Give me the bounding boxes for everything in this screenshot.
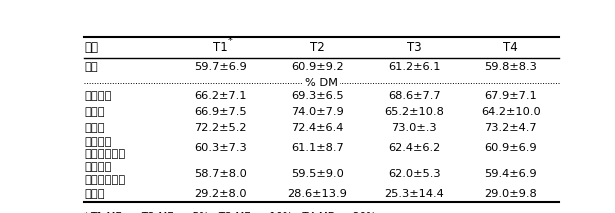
- Text: 61.1±8.7: 61.1±8.7: [291, 143, 344, 153]
- Text: 59.4±6.9: 59.4±6.9: [485, 168, 537, 178]
- Text: 73.0±.3: 73.0±.3: [391, 123, 437, 133]
- Text: 73.2±4.7: 73.2±4.7: [485, 123, 537, 133]
- Text: 중성세재
불융성섬유소: 중성세재 불융성섬유소: [84, 137, 125, 159]
- Text: *: *: [84, 212, 89, 213]
- Text: T1: T1: [213, 41, 228, 54]
- Text: 64.2±10.0: 64.2±10.0: [481, 107, 541, 117]
- Text: T4: T4: [504, 41, 518, 54]
- Text: 조지방: 조지방: [84, 107, 105, 117]
- Text: T3: T3: [407, 41, 421, 54]
- Text: 28.6±13.9: 28.6±13.9: [287, 189, 347, 199]
- Text: 72.4±6.4: 72.4±6.4: [291, 123, 344, 133]
- Text: 69.3±6.5: 69.3±6.5: [291, 92, 344, 101]
- Text: 산성세재
불융성섬유소: 산성세재 불융성섬유소: [84, 162, 125, 185]
- Text: 74.0±7.9: 74.0±7.9: [291, 107, 344, 117]
- Text: 건물: 건물: [84, 62, 98, 72]
- Text: 조회분: 조회분: [84, 189, 105, 199]
- Text: 65.2±10.8: 65.2±10.8: [384, 107, 444, 117]
- Text: 60.3±7.3: 60.3±7.3: [194, 143, 247, 153]
- Text: 60.9±9.2: 60.9±9.2: [291, 62, 344, 72]
- Text: *: *: [228, 36, 233, 46]
- Text: 67.9±7.1: 67.9±7.1: [485, 92, 538, 101]
- Text: 62.0±5.3: 62.0±5.3: [388, 168, 440, 178]
- Text: 72.2±5.2: 72.2±5.2: [194, 123, 247, 133]
- Text: 61.2±6.1: 61.2±6.1: [388, 62, 440, 72]
- Text: 25.3±14.4: 25.3±14.4: [384, 189, 444, 199]
- Text: 62.4±6.2: 62.4±6.2: [388, 143, 440, 153]
- Text: % DM: % DM: [305, 78, 338, 88]
- Text: 66.9±7.5: 66.9±7.5: [194, 107, 247, 117]
- Text: 68.6±7.7: 68.6±7.7: [388, 92, 440, 101]
- Text: 29.2±8.0: 29.2±8.0: [194, 189, 247, 199]
- Text: 60.9±6.9: 60.9±6.9: [485, 143, 537, 153]
- Text: 조단백질: 조단백질: [84, 92, 111, 101]
- Text: T2: T2: [310, 41, 325, 54]
- Text: 58.7±8.0: 58.7±8.0: [194, 168, 247, 178]
- Text: 59.7±6.9: 59.7±6.9: [194, 62, 247, 72]
- Text: 조섬유: 조섬유: [84, 123, 105, 133]
- Text: 29.0±9.8: 29.0±9.8: [485, 189, 538, 199]
- Text: 항목: 항목: [84, 41, 98, 54]
- Text: 66.2±7.1: 66.2±7.1: [194, 92, 247, 101]
- Text: 59.5±9.0: 59.5±9.0: [291, 168, 344, 178]
- Text: 59.8±8.3: 59.8±8.3: [485, 62, 538, 72]
- Text: T1:MEm,  T2:MEm+5%,  T3:MEm+10%,  T4:MEm+20%: T1:MEm, T2:MEm+5%, T3:MEm+10%, T4:MEm+20…: [90, 212, 376, 213]
